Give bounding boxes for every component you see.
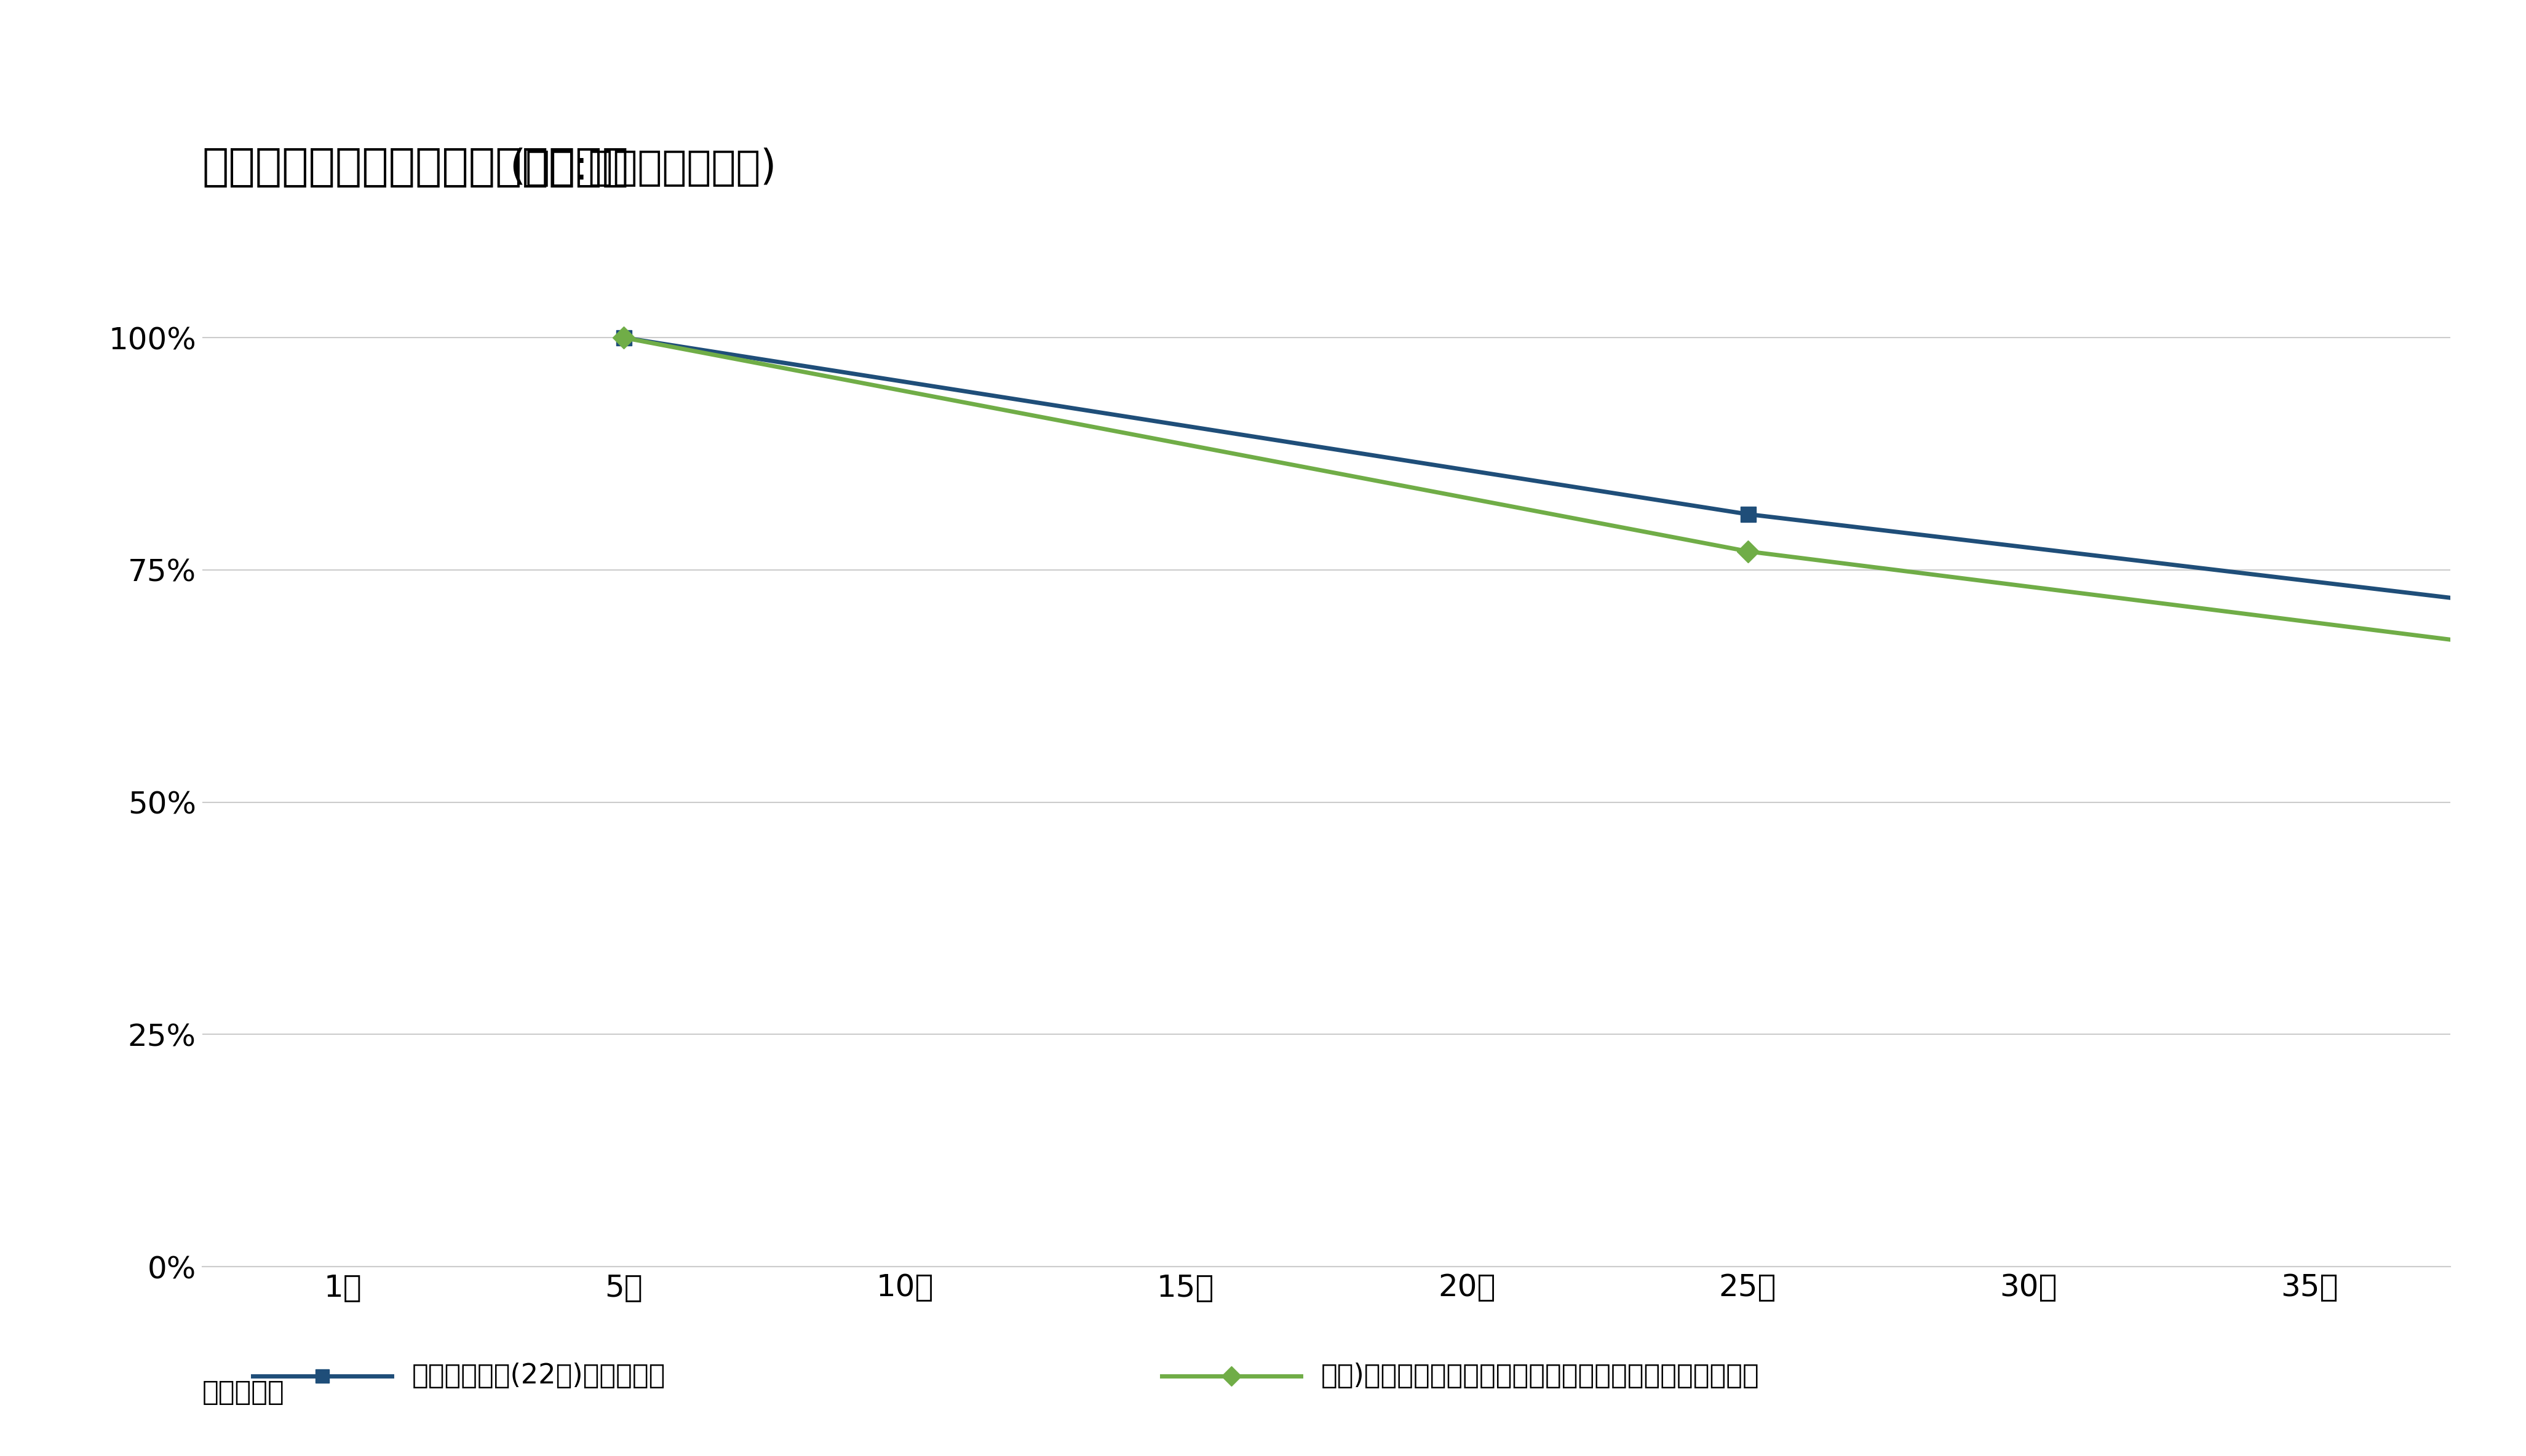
Text: 減価償却年数(22年)による試算: 減価償却年数(22年)による試算: [412, 1363, 664, 1389]
Text: （築年数）: （築年数）: [202, 1379, 285, 1405]
Text: （財)不動産流通近代化センターのマニュアルに基づく試算: （財)不動産流通近代化センターのマニュアルに基づく試算: [1321, 1363, 1761, 1389]
Text: (出典:国土交通省資料): (出典:国土交通省資料): [510, 147, 775, 188]
Text: 一戸建ての築年数と価値低下の関係: 一戸建ての築年数と価値低下の関係: [202, 146, 629, 189]
